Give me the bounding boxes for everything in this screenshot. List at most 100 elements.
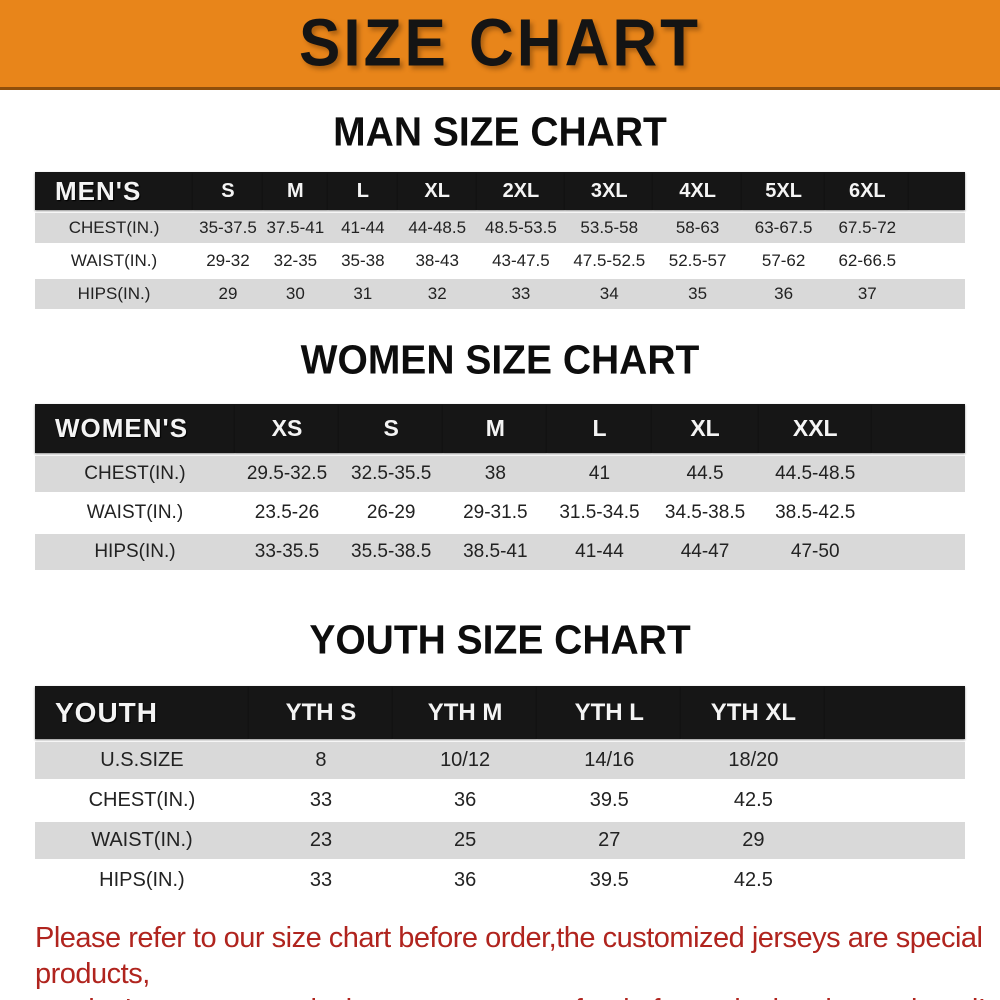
size-header-row: MEN'S S M L XL 2XL 3XL 4XL 5XL 6XL <box>35 172 965 210</box>
value-cell: 37.5-41 <box>262 213 328 243</box>
value-cell: 44-48.5 <box>397 213 477 243</box>
measurement-row: WAIST(IN.) 23.5-26 26-29 29-31.5 31.5-34.5 34… <box>35 495 965 531</box>
value-cell: 37 <box>825 279 910 309</box>
value-cell: 36 <box>393 862 538 899</box>
size-header-cell: 5XL <box>741 172 826 210</box>
value-cell: 10/12 <box>393 742 538 779</box>
table-title-cell: WOMEN'S <box>35 404 235 453</box>
men-size-table: MEN'S S M L XL 2XL 3XL 4XL 5XL 6XL CHEST(IN.) 35-37… <box>35 169 965 312</box>
filler-cell <box>871 495 965 531</box>
row-label-cell: WAIST(IN.) <box>35 246 194 276</box>
value-cell: 44.5 <box>651 456 759 492</box>
value-cell: 41-44 <box>327 213 398 243</box>
value-cell: 58-63 <box>653 213 742 243</box>
value-cell: 35-37.5 <box>193 213 263 243</box>
value-cell: 57-62 <box>741 246 826 276</box>
value-cell: 47.5-52.5 <box>565 246 654 276</box>
order-disclaimer: Please refer to our size chart before or… <box>35 920 1000 1000</box>
measurement-row: WAIST(IN.) 23 25 27 29 <box>35 822 965 859</box>
youth-size-table: YOUTH YTH S YTH M YTH L YTH XL U.S.SIZE 8 10/12… <box>35 683 965 902</box>
size-header-cell: S <box>193 172 263 210</box>
women-size-table: WOMEN'S XS S M L XL XXL CHEST(IN.) 29.5-32.5 32.5… <box>35 401 965 573</box>
filler-cell <box>909 279 965 309</box>
value-cell: 31.5-34.5 <box>547 495 652 531</box>
value-cell: 39.5 <box>537 862 682 899</box>
section-heading-man: MAN SIZE CHART <box>333 109 667 156</box>
size-header-cell: S <box>339 404 444 453</box>
men-size-table-wrap: MEN'S S M L XL 2XL 3XL 4XL 5XL 6XL CHEST(IN.) 35-37… <box>0 169 1000 312</box>
size-header-cell: YTH L <box>537 686 682 739</box>
measurement-row: HIPS(IN.) 33-35.5 35.5-38.5 38.5-41 41-44 44-… <box>35 534 965 570</box>
value-cell: 53.5-58 <box>565 213 654 243</box>
disclaimer-line-2: we don't accept cancel, change, teturn o… <box>35 992 1000 1000</box>
size-header-cell: YTH XL <box>681 686 826 739</box>
value-cell: 23 <box>248 822 394 859</box>
size-header-cell: 4XL <box>653 172 742 210</box>
value-cell: 18/20 <box>681 742 826 779</box>
value-cell: 48.5-53.5 <box>476 213 566 243</box>
value-cell: 30 <box>262 279 328 309</box>
measurement-row: HIPS(IN.) 29 30 31 32 33 34 35 36 37 <box>35 279 965 309</box>
filler-cell <box>871 534 965 570</box>
banner-title: SIZE CHART <box>299 6 701 81</box>
disclaimer-line-1: Please refer to our size chart before or… <box>35 922 983 990</box>
value-cell: 52.5-57 <box>653 246 742 276</box>
value-cell: 14/16 <box>537 742 682 779</box>
value-cell: 31 <box>327 279 398 309</box>
size-header-cell: 6XL <box>825 172 910 210</box>
value-cell: 38 <box>443 456 548 492</box>
row-label-cell: CHEST(IN.) <box>35 782 249 819</box>
value-cell: 42.5 <box>681 862 826 899</box>
value-cell: 32 <box>397 279 477 309</box>
row-label-cell: CHEST(IN.) <box>35 213 194 243</box>
value-cell: 43-47.5 <box>476 246 566 276</box>
value-cell: 35 <box>653 279 742 309</box>
section-heading-youth: YOUTH SIZE CHART <box>309 617 691 664</box>
women-size-chart-section: WOMEN SIZE CHART WOMEN'S XS S M L XL XXL CHEST(… <box>0 338 1000 573</box>
measurement-row: CHEST(IN.) 29.5-32.5 32.5-35.5 38 41 44.5 44.5… <box>35 456 965 492</box>
filler-cell <box>825 822 965 859</box>
row-label-cell: U.S.SIZE <box>35 742 249 779</box>
value-cell: 33-35.5 <box>234 534 340 570</box>
youth-size-chart-section: YOUTH SIZE CHART YOUTH YTH S YTH M YTH L YTH… <box>0 617 1000 902</box>
value-cell: 38-43 <box>397 246 477 276</box>
filler-cell <box>825 686 965 739</box>
value-cell: 35.5-38.5 <box>339 534 444 570</box>
value-cell: 29.5-32.5 <box>234 456 340 492</box>
value-cell: 33 <box>476 279 566 309</box>
value-cell: 32.5-35.5 <box>339 456 444 492</box>
value-cell: 62-66.5 <box>825 246 910 276</box>
value-cell: 42.5 <box>681 782 826 819</box>
size-header-cell: M <box>443 404 548 453</box>
measurement-row: CHEST(IN.) 33 36 39.5 42.5 <box>35 782 965 819</box>
row-label-cell: WAIST(IN.) <box>35 495 235 531</box>
value-cell: 44.5-48.5 <box>758 456 872 492</box>
size-header-cell: 2XL <box>476 172 566 210</box>
size-header-cell: L <box>547 404 652 453</box>
size-header-cell: XXL <box>758 404 872 453</box>
measurement-row: U.S.SIZE 8 10/12 14/16 18/20 <box>35 742 965 779</box>
row-label-cell: HIPS(IN.) <box>35 534 235 570</box>
filler-cell <box>825 742 965 779</box>
value-cell: 41-44 <box>547 534 652 570</box>
value-cell: 41 <box>547 456 652 492</box>
size-header-cell: XS <box>234 404 340 453</box>
value-cell: 38.5-41 <box>443 534 548 570</box>
filler-cell <box>871 456 965 492</box>
value-cell: 23.5-26 <box>234 495 340 531</box>
value-cell: 27 <box>537 822 682 859</box>
row-label-cell: HIPS(IN.) <box>35 279 194 309</box>
value-cell: 33 <box>248 862 394 899</box>
filler-cell <box>909 172 965 210</box>
value-cell: 63-67.5 <box>741 213 826 243</box>
value-cell: 36 <box>393 782 538 819</box>
value-cell: 26-29 <box>339 495 444 531</box>
size-header-cell: YTH S <box>248 686 394 739</box>
value-cell: 29 <box>193 279 263 309</box>
value-cell: 34 <box>565 279 654 309</box>
value-cell: 8 <box>248 742 394 779</box>
value-cell: 32-35 <box>262 246 328 276</box>
value-cell: 44-47 <box>651 534 759 570</box>
value-cell: 38.5-42.5 <box>758 495 872 531</box>
size-chart-banner: SIZE CHART <box>0 0 1000 90</box>
